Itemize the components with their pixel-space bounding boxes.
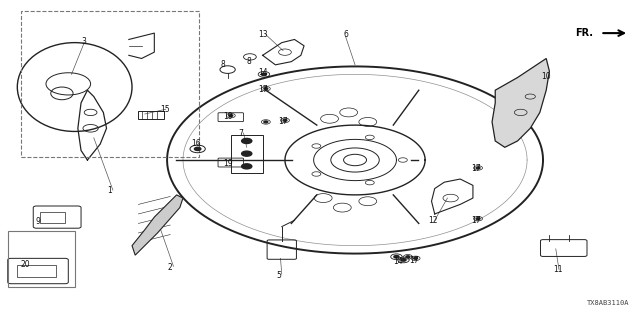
Circle shape [195,147,201,150]
Text: 10: 10 [541,72,551,81]
Circle shape [401,259,406,261]
Circle shape [264,88,268,90]
Bar [138,111,164,119]
Text: 14: 14 [258,68,268,77]
Circle shape [242,139,252,143]
Bar [20,11,199,157]
Bar [231,135,262,173]
Circle shape [261,73,266,76]
Circle shape [476,218,480,220]
Polygon shape [132,195,183,255]
Text: TX8AB3110A: TX8AB3110A [586,300,629,306]
Text: 6: 6 [343,30,348,39]
Circle shape [476,167,480,169]
Text: 14: 14 [393,257,403,266]
Text: 16: 16 [191,139,201,148]
Text: 7: 7 [238,130,243,139]
Text: 19: 19 [223,112,232,121]
Text: 17: 17 [278,117,288,126]
Text: 15: 15 [160,105,170,114]
Circle shape [283,119,287,121]
Text: FR.: FR. [575,28,593,38]
Text: 9: 9 [36,217,41,226]
Text: 11: 11 [553,265,563,274]
Circle shape [406,256,410,258]
Circle shape [242,151,252,156]
Text: 17: 17 [410,256,419,265]
Text: 13: 13 [258,30,268,39]
Text: 1: 1 [108,186,112,195]
Text: 5: 5 [276,271,282,280]
Text: 8: 8 [221,60,225,69]
Bar [17,265,56,277]
Text: 17: 17 [258,85,268,94]
Text: 20: 20 [20,260,31,268]
Text: 19: 19 [223,159,232,168]
Circle shape [413,257,417,259]
Text: 3: 3 [82,36,86,45]
Bar [8,231,75,287]
Text: 8: 8 [246,57,251,66]
Circle shape [242,164,252,169]
Circle shape [394,255,399,258]
Bar [40,212,65,223]
Text: 17: 17 [471,164,481,173]
Polygon shape [492,59,549,147]
Circle shape [264,121,268,123]
Text: 2: 2 [168,263,173,272]
Circle shape [229,115,233,116]
Text: 17: 17 [471,216,481,225]
Text: 12: 12 [429,216,438,225]
